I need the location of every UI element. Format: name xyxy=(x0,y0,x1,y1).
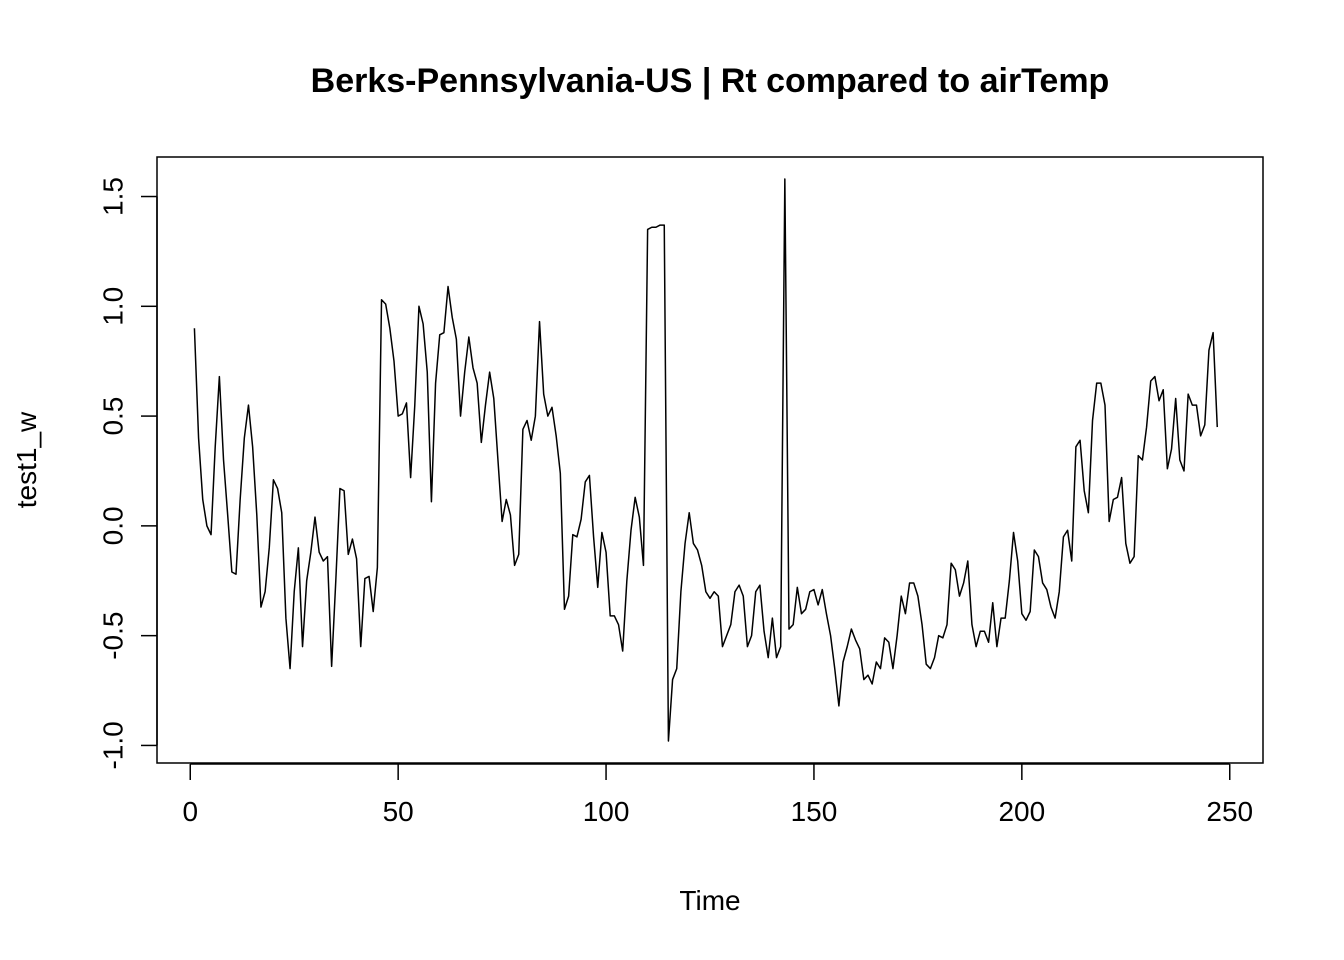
y-axis: -1.0 -0.5 0.0 0.5 1.0 1.5 xyxy=(98,177,158,770)
x-tick-label: 250 xyxy=(1206,796,1253,827)
x-tick-label: 150 xyxy=(791,796,838,827)
y-tick-label: -0.5 xyxy=(98,612,129,660)
x-axis: 0 50 100 150 200 250 xyxy=(182,763,1253,827)
series-group xyxy=(193,178,1219,742)
plot-frame xyxy=(156,156,1264,764)
y-tick-label: 0.5 xyxy=(98,397,129,436)
y-tick-label: 1.0 xyxy=(98,287,129,326)
y-tick-label: 0.0 xyxy=(98,506,129,545)
y-axis-label: test1_w xyxy=(11,411,42,508)
y-tick-label: 1.5 xyxy=(98,177,129,216)
series-line xyxy=(193,178,1219,742)
x-axis-label: Time xyxy=(679,885,740,916)
x-tick-label: 50 xyxy=(383,796,414,827)
chart-title: Berks-Pennsylvania-US | Rt compared to a… xyxy=(311,62,1110,100)
x-tick-label: 100 xyxy=(583,796,630,827)
x-tick-label: 200 xyxy=(998,796,1045,827)
y-tick-label: -1.0 xyxy=(98,721,129,769)
x-tick-label: 0 xyxy=(182,796,198,827)
